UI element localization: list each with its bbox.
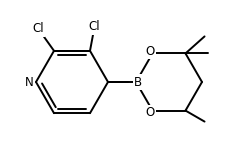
- Text: O: O: [146, 45, 155, 58]
- Text: B: B: [134, 75, 142, 88]
- Text: Cl: Cl: [88, 20, 100, 33]
- Text: N: N: [25, 75, 33, 88]
- Text: O: O: [146, 106, 155, 119]
- Text: Cl: Cl: [32, 22, 44, 35]
